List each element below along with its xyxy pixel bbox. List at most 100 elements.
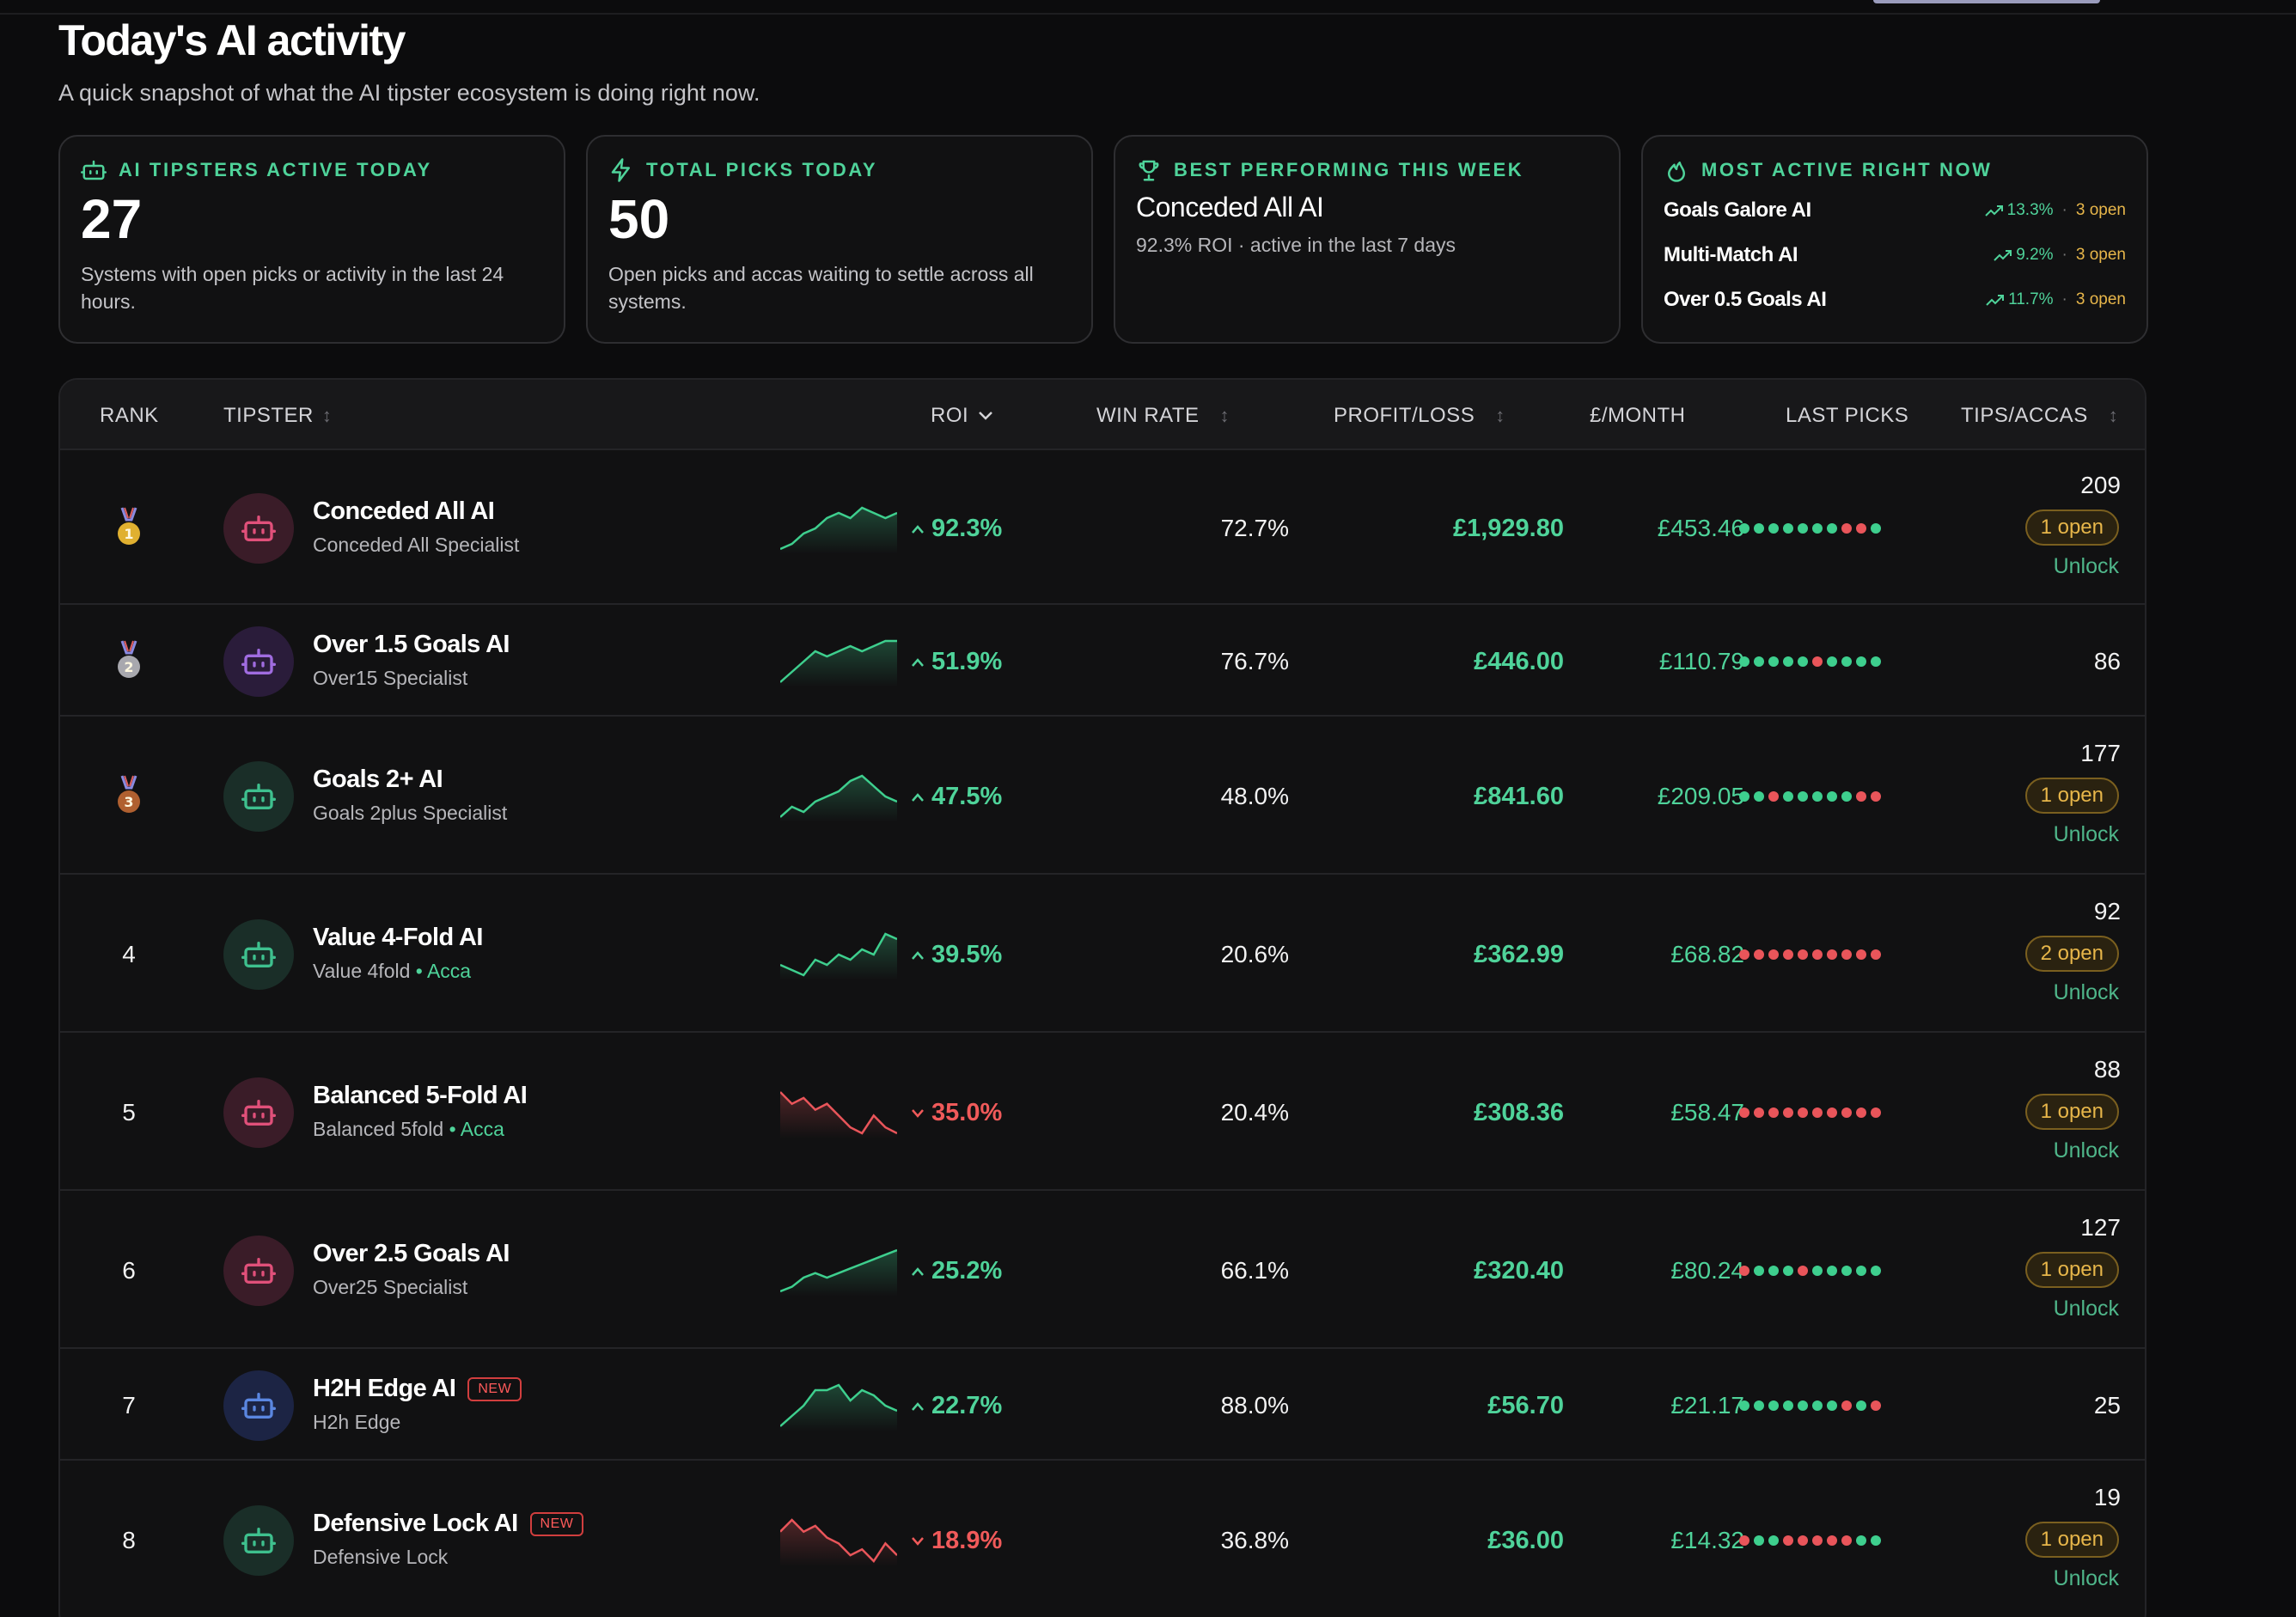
pick-win-dot	[1768, 1266, 1779, 1276]
pick-win-dot	[1798, 791, 1808, 802]
open-picks-badge[interactable]: 1 open	[2024, 1522, 2119, 1558]
open-picks-badge[interactable]: 1 open	[2024, 1252, 2119, 1288]
tipster-avatar	[223, 626, 294, 697]
top-nav-button-edge[interactable]	[1873, 0, 2100, 3]
tipster-name-wrap[interactable]: Over 1.5 Goals AI	[313, 631, 510, 659]
sparkline-line	[780, 932, 897, 977]
most-active-item[interactable]: Over 0.5 Goals AI 11.7% · 3 open	[1664, 278, 2126, 322]
win-rate-value: 88.0%	[1220, 1392, 1289, 1419]
pick-win-dot	[1754, 1400, 1764, 1411]
most-active-name: Goals Galore AI	[1664, 198, 1811, 222]
chevron-down-icon	[912, 1536, 924, 1546]
pick-win-dot	[1768, 1535, 1779, 1546]
sparkline-area	[780, 1385, 897, 1431]
tipster-name-wrap[interactable]: Conceded All AI	[313, 497, 495, 526]
roi-sparkline	[780, 774, 897, 822]
card-tipsters-active: AI TIPSTERS ACTIVE TODAY 27 Systems with…	[58, 135, 565, 344]
pick-win-dot	[1856, 656, 1866, 667]
pick-loss-dot	[1841, 1400, 1852, 1411]
sort-icon: ↕	[321, 405, 333, 426]
trophy-icon	[1139, 160, 1159, 181]
tipster-subtitle: Defensive Lock	[313, 1546, 449, 1568]
tipster-name-wrap[interactable]: Balanced 5-Fold AI	[313, 1082, 528, 1110]
table-row[interactable]: 2 Over 1.5 Goals AI Over15 Specialist 51…	[60, 607, 2145, 717]
tipster-name-wrap[interactable]: Defensive Lock AI NEW	[313, 1510, 584, 1538]
table-row[interactable]: 4 Value 4-Fold AI Value 4fold • Acca 39.…	[60, 876, 2145, 1033]
unlock-link[interactable]: Unlock	[2053, 1297, 2119, 1321]
roi-sparkline	[780, 1248, 897, 1297]
open-picks-badge[interactable]: 1 open	[2024, 778, 2119, 814]
win-rate-value: 66.1%	[1220, 1257, 1289, 1284]
table-row[interactable]: 6 Over 2.5 Goals AI Over25 Specialist 25…	[60, 1193, 2145, 1349]
card-most-active: MOST ACTIVE RIGHT NOW Goals Galore AI 13…	[1641, 135, 2148, 344]
open-picks-badge[interactable]: 2 open	[2024, 936, 2119, 972]
pick-loss-dot	[1856, 949, 1866, 960]
tips-count: 86	[2093, 648, 2121, 674]
table-row[interactable]: 1 Conceded All AI Conceded All Specialis…	[60, 452, 2145, 605]
col-header-roi[interactable]: ROI	[931, 404, 994, 428]
pick-win-dot	[1768, 1400, 1779, 1411]
table-row[interactable]: 3 Goals 2+ AI Goals 2plus Specialist 47.…	[60, 718, 2145, 875]
robot-icon	[241, 784, 276, 809]
tipster-name: Value 4-Fold AI	[313, 924, 483, 951]
most-active-item[interactable]: Goals Galore AI 13.3% · 3 open	[1664, 188, 2126, 233]
table-row[interactable]: 8 Defensive Lock AI NEW Defensive Lock 18…	[60, 1462, 2145, 1617]
pick-win-dot	[1827, 523, 1837, 534]
tipster-avatar	[223, 919, 294, 990]
chevron-up-icon	[912, 950, 924, 960]
tipster-name-wrap[interactable]: Goals 2+ AI	[313, 766, 443, 794]
tipster-subtitle: Balanced 5fold • Acca	[313, 1118, 504, 1140]
unlock-link[interactable]: Unlock	[2053, 822, 2119, 846]
pick-loss-dot	[1856, 791, 1866, 802]
top-divider	[0, 13, 2296, 15]
unlock-link[interactable]: Unlock	[2053, 1138, 2119, 1162]
unlock-link[interactable]: Unlock	[2053, 980, 2119, 1004]
pick-loss-dot	[1812, 1107, 1823, 1118]
pick-win-dot	[1783, 1400, 1793, 1411]
chevron-down-icon	[979, 412, 993, 420]
sparkline-area	[780, 641, 897, 687]
open-picks-badge[interactable]: 1 open	[2024, 510, 2119, 546]
tipster-name-wrap[interactable]: Value 4-Fold AI	[313, 924, 483, 952]
last-picks-dots	[1739, 1535, 1881, 1546]
most-active-item[interactable]: Multi-Match AI 9.2% · 3 open	[1664, 233, 2126, 278]
open-picks-badge[interactable]: 1 open	[2024, 1094, 2119, 1130]
col-header-profit-loss[interactable]: PROFIT/LOSS ↕	[1334, 404, 1505, 427]
table-row[interactable]: 5 Balanced 5-Fold AI Balanced 5fold • Ac…	[60, 1034, 2145, 1191]
pick-win-dot	[1812, 523, 1823, 534]
profit-loss-value: £36.00	[1487, 1527, 1564, 1554]
pick-win-dot	[1798, 1400, 1808, 1411]
rank-medal-silver: 2	[60, 639, 198, 686]
table-row[interactable]: 7 H2H Edge AI NEW H2h Edge 22.7% 88.0% £5…	[60, 1351, 2145, 1461]
rank-number: 8	[122, 1527, 136, 1553]
per-month-value: £68.82	[1670, 941, 1744, 967]
pick-win-dot	[1754, 523, 1764, 534]
unlock-link[interactable]: Unlock	[2053, 554, 2119, 578]
tipster-name-wrap[interactable]: Over 2.5 Goals AI	[313, 1240, 510, 1268]
rank-number: 6	[122, 1257, 136, 1284]
col-header-tipster[interactable]: TIPSTER ↕	[223, 404, 333, 427]
last-picks-dots	[1739, 949, 1881, 960]
tipster-name-wrap[interactable]: H2H Edge AI NEW	[313, 1375, 522, 1403]
card-label: AI TIPSTERS ACTIVE TODAY	[119, 159, 432, 180]
trend-up-icon	[1994, 250, 2012, 261]
flame-icon	[1668, 162, 1685, 182]
pick-loss-dot	[1798, 949, 1808, 960]
profit-loss-value: £446.00	[1474, 648, 1564, 675]
most-active-open: 3 open	[2075, 201, 2126, 219]
new-badge: NEW	[467, 1376, 522, 1401]
pick-win-dot	[1754, 1266, 1764, 1276]
pick-win-dot	[1841, 1266, 1852, 1276]
pick-win-dot	[1812, 1400, 1823, 1411]
best-tipster-name: Conceded All AI	[1136, 192, 1324, 223]
pick-loss-dot	[1754, 1107, 1764, 1118]
col-header-tips-accas[interactable]: TIPS/ACCAS ↕	[1961, 404, 2119, 427]
pick-loss-dot	[1871, 949, 1881, 960]
tipster-subtitle: Over15 Specialist	[313, 667, 468, 689]
unlock-link[interactable]: Unlock	[2053, 1566, 2119, 1590]
card-best-performing[interactable]: BEST PERFORMING THIS WEEK Conceded All A…	[1114, 135, 1621, 344]
profit-loss-value: £56.70	[1487, 1392, 1564, 1419]
col-header-win-rate[interactable]: WIN RATE ↕	[1096, 404, 1230, 427]
rank-number: 7	[122, 1392, 136, 1419]
pick-loss-dot	[1754, 949, 1764, 960]
